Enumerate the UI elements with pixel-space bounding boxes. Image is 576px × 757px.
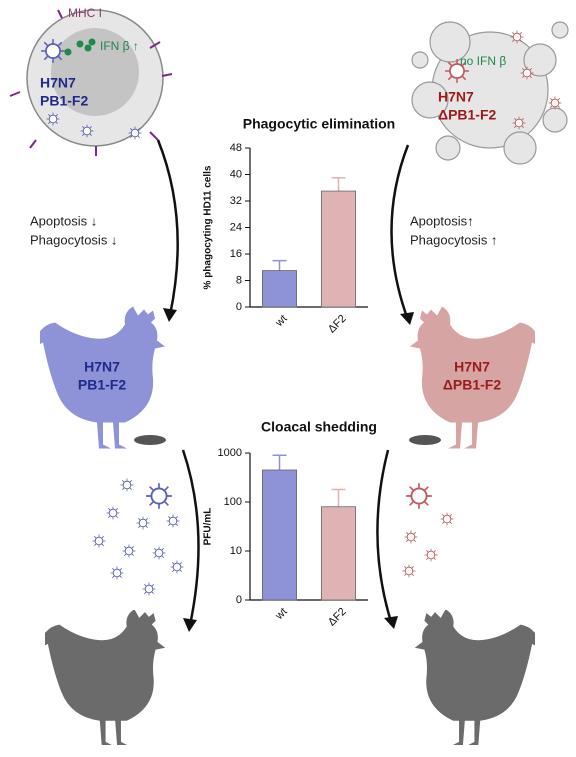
effect-label: Apoptosis↑ (410, 213, 474, 228)
gene-label: PB1-F2 (40, 93, 88, 109)
apoptotic-cell (411, 21, 569, 165)
y-tick-label: 16 (230, 248, 242, 260)
y-tick-label: 48 (230, 142, 242, 154)
infected-cell (9, 9, 173, 156)
gene-label: PB1-F2 (78, 377, 126, 393)
bar (320, 190, 357, 308)
shed-virus (92, 478, 184, 596)
y-axis-label: PFU/mL (203, 508, 214, 546)
x-tick-label: ΔF2 (326, 313, 349, 336)
y-tick-label: 0 (236, 301, 242, 313)
arrow-heads (163, 308, 414, 632)
y-tick-label: 40 (230, 168, 242, 180)
gene-label: ΔPB1-F2 (438, 107, 497, 123)
signal-label: no IFN β (460, 54, 506, 68)
x-tick-label: wt (273, 606, 290, 623)
effect-label: Phagocytosis ↓ (30, 232, 117, 247)
effect-label: Apoptosis ↓ (30, 213, 97, 228)
y-tick-label: 24 (230, 221, 242, 233)
x-tick-label: wt (273, 313, 290, 330)
bar (261, 469, 298, 601)
chicken (45, 610, 166, 745)
y-tick-label: 32 (230, 195, 242, 207)
bar (320, 506, 357, 601)
signal-label: IFN β ↑ (100, 39, 139, 53)
y-tick-label: 1000 (218, 447, 242, 459)
y-tick-label: 10 (230, 545, 242, 557)
y-tick-label: 8 (236, 274, 242, 286)
marker-label: MHC I (68, 6, 102, 20)
shed-virus (402, 482, 454, 578)
gene-label: ΔPB1-F2 (443, 377, 502, 393)
strain-label: H7N7 (454, 359, 490, 375)
arrows (156, 139, 410, 626)
y-tick-label: 100 (224, 496, 242, 508)
strain-label: H7N7 (438, 89, 474, 105)
chart-title: Phagocytic elimination (243, 116, 395, 132)
y-tick-label: 0 (236, 594, 242, 606)
y-axis-label: % phagocyting HD11 cells (203, 165, 214, 289)
chicken (414, 610, 535, 745)
effect-label: Phagocytosis ↑ (410, 232, 497, 247)
feces (134, 435, 166, 445)
strain-label: H7N7 (84, 359, 120, 375)
strain-label: H7N7 (40, 75, 76, 91)
x-tick-label: ΔF2 (326, 606, 349, 629)
feces (409, 435, 441, 445)
chart-title: Cloacal shedding (261, 419, 377, 435)
bar (261, 270, 298, 308)
